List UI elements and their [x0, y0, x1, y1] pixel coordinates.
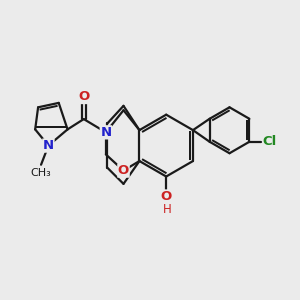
Text: O: O [118, 164, 129, 177]
Text: CH₃: CH₃ [31, 168, 51, 178]
Text: N: N [43, 139, 54, 152]
Text: Cl: Cl [262, 135, 276, 148]
Text: O: O [78, 91, 89, 103]
Text: O: O [160, 190, 172, 203]
Text: H: H [162, 203, 171, 216]
Text: N: N [100, 126, 111, 139]
